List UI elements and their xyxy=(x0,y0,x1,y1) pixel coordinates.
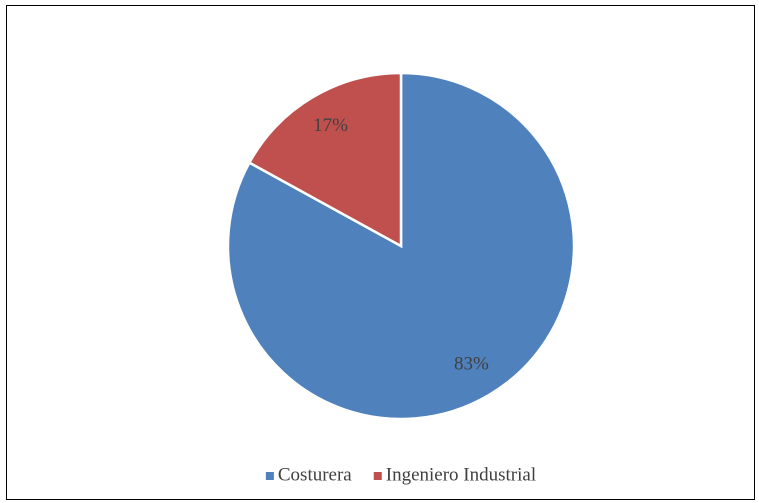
legend-label: Ingeniero Industrial xyxy=(386,464,536,485)
data-label: 83% xyxy=(454,353,489,374)
pie-slice xyxy=(247,71,403,249)
data-label: 17% xyxy=(313,115,348,136)
legend-label: Costurera xyxy=(278,464,352,485)
legend-swatch xyxy=(373,472,382,480)
legend-swatch xyxy=(265,472,274,480)
